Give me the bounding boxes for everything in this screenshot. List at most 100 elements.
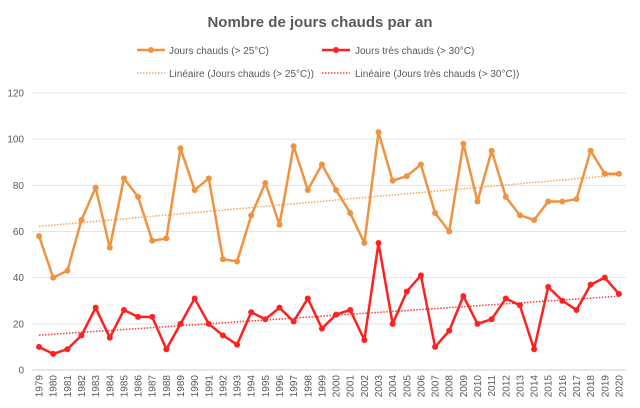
data-point bbox=[50, 274, 57, 281]
y-tick-label: 80 bbox=[13, 181, 25, 192]
data-point bbox=[262, 180, 269, 187]
data-point bbox=[347, 306, 354, 313]
data-point bbox=[545, 283, 552, 290]
series-lines bbox=[36, 129, 622, 357]
data-point bbox=[64, 346, 71, 353]
legend-label: Linéaire (Jours très chauds (> 30°C)) bbox=[355, 69, 519, 80]
data-point bbox=[50, 350, 57, 357]
y-tick-label: 20 bbox=[13, 319, 25, 330]
x-tick-label: 2009 bbox=[459, 375, 470, 398]
data-point bbox=[78, 216, 85, 223]
data-point bbox=[149, 313, 156, 320]
data-point bbox=[502, 193, 509, 200]
series-line bbox=[37, 130, 619, 279]
data-point bbox=[120, 306, 127, 313]
y-tick-label: 60 bbox=[13, 227, 25, 238]
legend-item-series-1[interactable]: Jours très chauds (> 30°C) bbox=[322, 46, 474, 57]
data-point bbox=[191, 295, 198, 302]
data-point bbox=[474, 320, 481, 327]
data-point bbox=[417, 272, 424, 279]
data-point bbox=[92, 304, 99, 311]
data-point bbox=[559, 198, 566, 205]
data-point bbox=[135, 313, 142, 320]
data-point bbox=[248, 212, 255, 219]
x-tick-label: 2012 bbox=[501, 375, 512, 398]
data-point bbox=[106, 334, 113, 341]
x-tick-label: 1999 bbox=[317, 375, 328, 398]
chart-title: Nombre de jours chauds par an bbox=[207, 14, 432, 31]
data-point bbox=[488, 316, 495, 323]
data-point bbox=[601, 170, 608, 177]
data-point bbox=[276, 304, 283, 311]
x-tick-label: 2010 bbox=[473, 375, 484, 398]
legend-label: Linéaire (Jours chauds (> 25°C)) bbox=[169, 69, 314, 80]
legend-item-trend-0[interactable]: Linéaire (Jours chauds (> 25°C)) bbox=[137, 69, 314, 80]
data-point bbox=[545, 198, 552, 205]
data-point bbox=[587, 281, 594, 288]
x-tick-label: 1979 bbox=[35, 375, 46, 398]
x-tick-label: 2016 bbox=[558, 375, 569, 398]
x-tick-label: 2015 bbox=[544, 375, 555, 398]
data-point bbox=[531, 216, 538, 223]
y-tick-label: 120 bbox=[7, 89, 24, 100]
data-point bbox=[304, 295, 311, 302]
x-tick-label: 1994 bbox=[247, 375, 258, 398]
data-point bbox=[587, 147, 594, 154]
data-point bbox=[403, 288, 410, 295]
x-tick-label: 1980 bbox=[49, 375, 60, 398]
legend: Jours chauds (> 25°C) Jours très chauds … bbox=[137, 46, 519, 80]
data-point bbox=[234, 258, 241, 265]
data-point bbox=[120, 175, 127, 182]
trendline bbox=[39, 174, 619, 228]
data-point bbox=[488, 147, 495, 154]
data-point bbox=[205, 320, 212, 327]
data-point bbox=[304, 186, 311, 193]
x-tick-label: 2004 bbox=[388, 375, 399, 398]
data-point bbox=[318, 325, 325, 332]
data-point bbox=[191, 186, 198, 193]
data-point bbox=[559, 297, 566, 304]
data-point bbox=[516, 212, 523, 219]
x-tick-label: 1993 bbox=[233, 375, 244, 398]
series-1 bbox=[36, 240, 622, 357]
data-point bbox=[417, 161, 424, 168]
data-point bbox=[432, 210, 439, 217]
x-tick-label: 2003 bbox=[374, 375, 385, 398]
x-tick-label: 2005 bbox=[402, 375, 413, 398]
x-tick-label: 1984 bbox=[105, 375, 116, 398]
data-point bbox=[36, 233, 43, 240]
data-point bbox=[219, 332, 226, 339]
legend-item-series-0[interactable]: Jours chauds (> 25°C) bbox=[137, 46, 269, 57]
x-tick-label: 1998 bbox=[303, 375, 314, 398]
x-tick-label: 1997 bbox=[289, 375, 300, 398]
x-tick-label: 2008 bbox=[445, 375, 456, 398]
data-point bbox=[290, 318, 297, 325]
data-point bbox=[615, 170, 622, 177]
data-point bbox=[361, 336, 368, 343]
legend-item-trend-1[interactable]: Linéaire (Jours très chauds (> 30°C)) bbox=[322, 69, 519, 80]
data-point bbox=[177, 320, 184, 327]
data-point bbox=[615, 290, 622, 297]
x-tick-label: 1987 bbox=[148, 375, 159, 398]
data-point bbox=[78, 332, 85, 339]
data-point bbox=[516, 302, 523, 309]
data-point bbox=[446, 228, 453, 235]
data-point bbox=[573, 196, 580, 203]
data-point bbox=[163, 346, 170, 353]
data-point bbox=[389, 177, 396, 184]
data-point bbox=[135, 193, 142, 200]
data-point bbox=[361, 240, 368, 247]
data-point bbox=[64, 267, 71, 274]
y-axis: 0 20 40 60 80 100 120 bbox=[7, 89, 24, 377]
data-point bbox=[446, 327, 453, 334]
x-tick-label: 2011 bbox=[487, 375, 498, 397]
x-tick-label: 1988 bbox=[162, 375, 173, 398]
data-point bbox=[389, 320, 396, 327]
data-point bbox=[177, 145, 184, 152]
x-tick-label: 1983 bbox=[91, 375, 102, 398]
data-point bbox=[333, 186, 340, 193]
y-tick-label: 100 bbox=[7, 135, 24, 146]
x-tick-label: 1981 bbox=[63, 375, 74, 398]
x-tick-label: 1986 bbox=[134, 375, 145, 398]
